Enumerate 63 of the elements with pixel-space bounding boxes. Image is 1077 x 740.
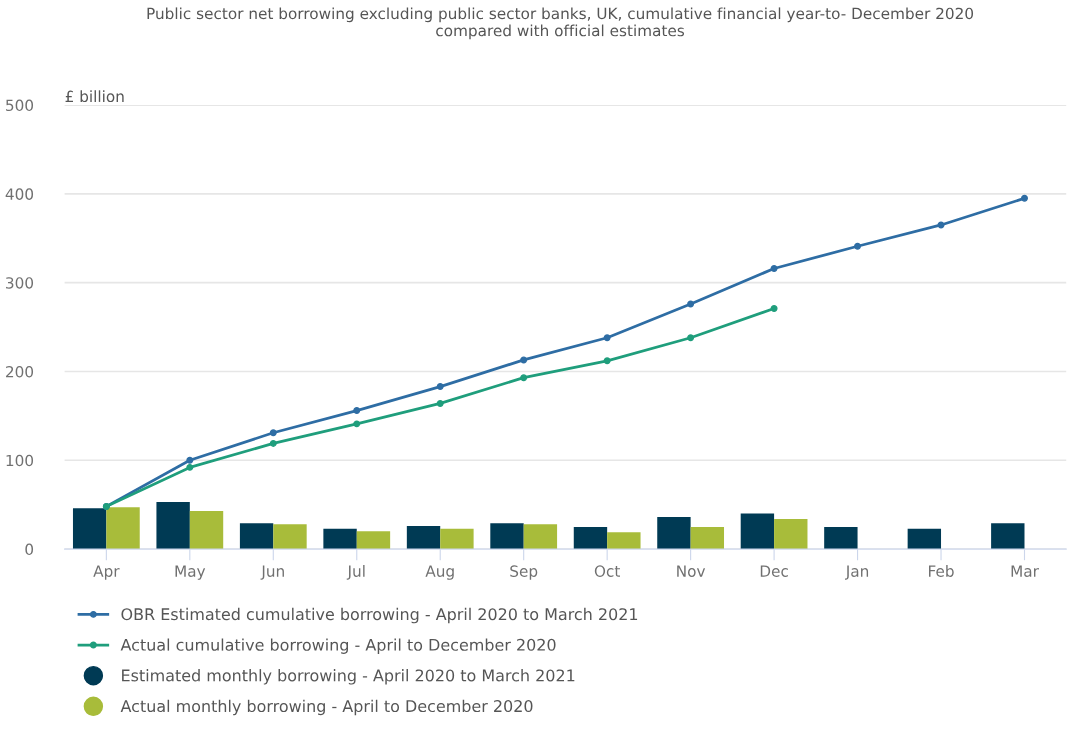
bar	[657, 517, 691, 550]
point	[854, 242, 862, 250]
x-tick-label: Mar	[1011, 565, 1039, 577]
bar	[740, 513, 775, 550]
bar	[356, 531, 391, 550]
point	[269, 439, 277, 447]
y-tick-label: 0	[25, 543, 34, 556]
legend-label: Actual cumulative borrowing - April to December 2020	[120, 638, 556, 654]
x-tick-label: Apr	[93, 565, 120, 580]
bar	[406, 525, 441, 550]
legend-label: Estimated monthly borrowing - April 2020 to March 2021	[122, 669, 575, 685]
bar	[323, 528, 357, 550]
x-tick-label: May	[175, 565, 206, 580]
point	[687, 300, 695, 308]
bar	[907, 528, 942, 550]
chart-title: Public sector net borrowing excluding public sector banks, UK, cumulative financial year-to- December 2020 compared with official estimates	[147, 7, 974, 40]
x-tick-label: Jan	[845, 565, 869, 580]
legend-label: OBR Estimated cumulative borrowing - April 2020 to March 2021	[121, 607, 638, 624]
point	[353, 420, 361, 428]
y-tick-label: 100	[6, 454, 34, 467]
point	[186, 463, 194, 471]
bar	[824, 526, 858, 550]
bar	[490, 523, 524, 550]
point	[353, 407, 361, 415]
x-tick-label: Jun	[260, 565, 284, 580]
x-tick-label: Dec	[760, 565, 788, 577]
bar	[440, 528, 474, 550]
point	[520, 374, 528, 382]
point	[603, 334, 611, 342]
bar	[239, 523, 274, 550]
bar	[156, 502, 190, 550]
point	[770, 264, 778, 272]
point	[269, 429, 277, 437]
y-axis-title: £ billion	[65, 90, 124, 103]
x-tick-label: Oct	[594, 565, 620, 577]
x-tick-label: Feb	[929, 565, 954, 577]
point	[436, 399, 444, 407]
x-tick-label: Sep	[510, 565, 538, 580]
point	[770, 304, 778, 312]
y-tick-label: 300	[6, 277, 34, 289]
point	[603, 357, 611, 365]
point	[1021, 194, 1028, 202]
bar	[106, 507, 140, 550]
y-tick-label: 500	[6, 99, 34, 112]
x-tick-label: Nov	[677, 565, 706, 577]
y-tick-label: 200	[6, 365, 34, 378]
bar	[607, 532, 641, 550]
point	[436, 383, 444, 391]
bar	[523, 524, 558, 550]
bar	[774, 518, 808, 550]
x-tick-label: Jul	[346, 565, 365, 580]
bar	[690, 526, 725, 550]
point	[186, 456, 194, 464]
point	[520, 356, 528, 364]
x-tick-label: Aug	[425, 565, 454, 580]
bar	[72, 508, 107, 550]
bar	[273, 524, 307, 550]
legend-label: Actual monthly borrowing - April to December 2020	[120, 699, 533, 716]
bar	[189, 510, 224, 550]
bar	[991, 523, 1025, 550]
point	[687, 334, 695, 342]
y-tick-label: 400	[5, 188, 34, 200]
bar	[573, 526, 608, 550]
